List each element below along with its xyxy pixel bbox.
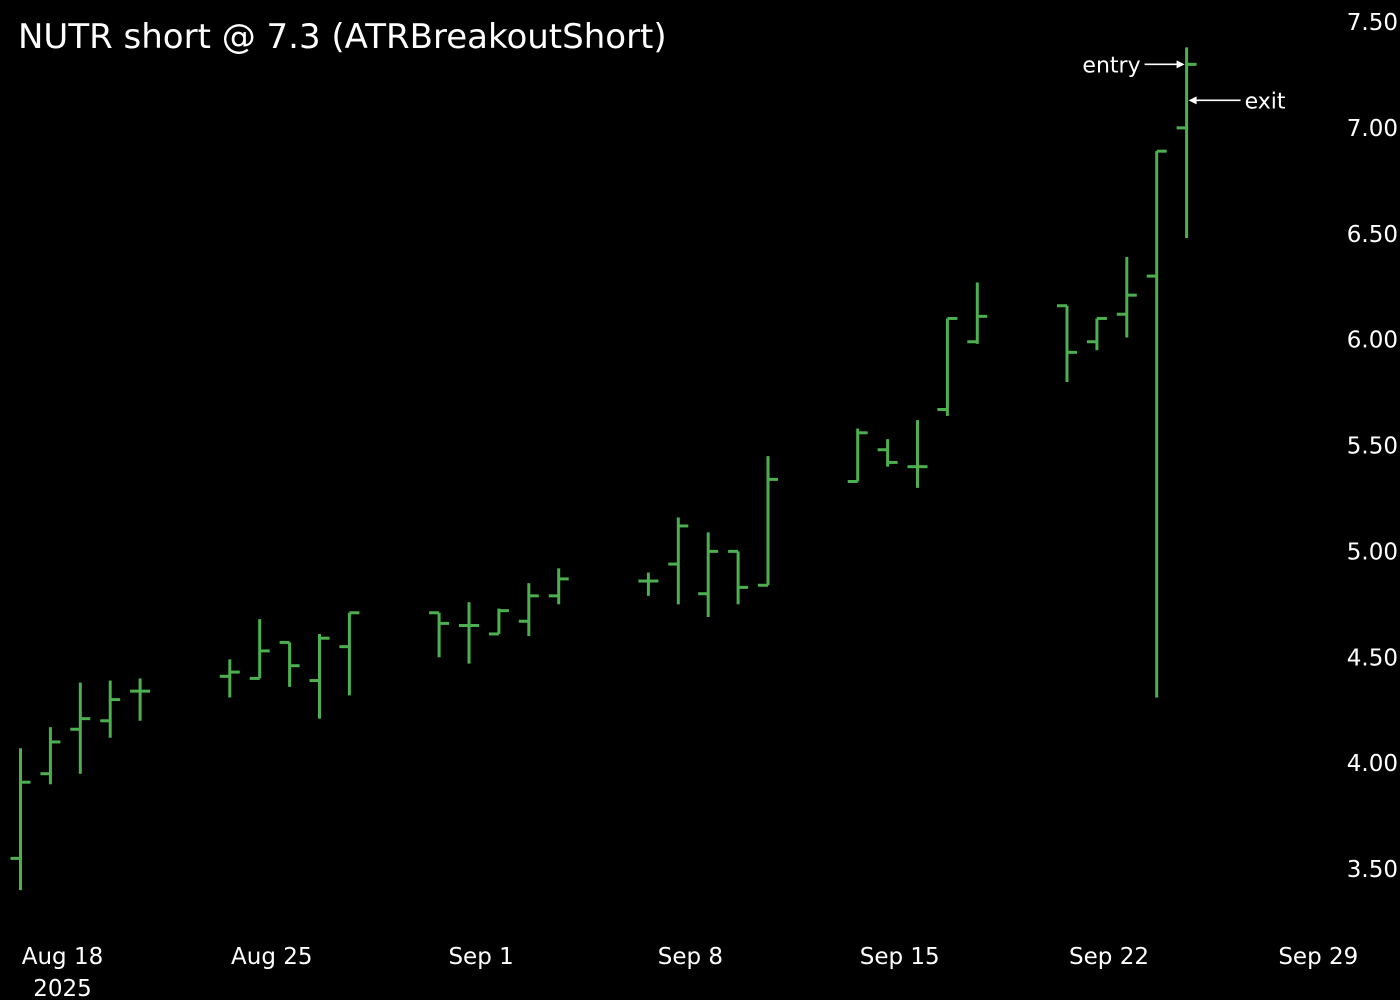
ohlc-bar — [1116, 257, 1137, 338]
ohlc-bar — [937, 316, 958, 416]
exit-annotation: exit — [1188, 89, 1286, 114]
x-axis: Aug 18 2025 Aug 25 Sep 1 Sep 8 Sep 15 Sep 22 Se… — [22, 944, 1359, 1000]
x-tick-label: Sep 1 — [448, 944, 513, 970]
ohlc-bar — [70, 682, 91, 774]
ohlc-bar — [40, 727, 61, 785]
x-tick-sublabel: 2025 — [33, 976, 92, 1000]
ohlc-bar — [1146, 149, 1167, 698]
x-tick-label: Sep 15 — [860, 944, 940, 970]
ohlc-bar — [100, 680, 121, 738]
ohlc-bar — [10, 748, 31, 891]
ohlc-bar — [1057, 304, 1077, 382]
exit-label: exit — [1245, 89, 1286, 114]
ohlc-bars — [10, 47, 1197, 891]
ohlc-bar — [758, 456, 778, 587]
x-tick-label: Sep 8 — [658, 944, 723, 970]
y-tick-label: 6.50 — [1347, 222, 1398, 248]
ohlc-bar — [847, 428, 868, 483]
x-tick-label: Sep 29 — [1278, 944, 1358, 970]
entry-label: entry — [1082, 53, 1140, 78]
ohlc-bar — [967, 282, 988, 344]
ohlc-bar — [429, 611, 450, 658]
y-tick-label: 4.00 — [1347, 751, 1398, 777]
ohlc-bar — [1086, 316, 1107, 351]
ohlc-bar — [459, 602, 479, 664]
y-tick-label: 7.00 — [1347, 116, 1398, 142]
ohlc-bar — [219, 659, 240, 698]
y-tick-label: 4.50 — [1347, 645, 1398, 671]
ohlc-bar — [309, 633, 330, 719]
ohlc-bar — [638, 572, 659, 596]
ohlc-bar — [698, 532, 719, 618]
x-tick-label: Aug 18 — [22, 944, 104, 970]
ohlc-bar — [877, 439, 898, 467]
ohlc-bar — [548, 568, 569, 605]
entry-arrow-head — [1176, 60, 1185, 69]
ohlc-bar — [728, 549, 749, 605]
exit-arrow-head — [1188, 96, 1197, 105]
y-tick-label: 3.50 — [1347, 857, 1398, 883]
ohlc-bar — [907, 420, 928, 488]
y-axis: 3.50 4.00 4.50 5.00 5.50 6.00 6.50 7.00 7.50 — [1347, 10, 1398, 883]
ohlc-bar — [518, 583, 539, 637]
chart-title: NUTR short @ 7.3 (ATRBreakoutShort) — [18, 17, 667, 57]
x-tick-label: Aug 25 — [231, 944, 313, 970]
ohlc-bar — [488, 608, 509, 636]
y-tick-label: 5.50 — [1347, 434, 1398, 460]
trade-annotations: entry exit — [1082, 53, 1285, 114]
y-tick-label: 7.50 — [1347, 10, 1398, 36]
ohlc-bar — [1176, 47, 1197, 238]
ohlc-bar — [668, 517, 689, 605]
ohlc-bar — [339, 611, 360, 696]
y-tick-label: 5.00 — [1347, 539, 1398, 565]
entry-annotation: entry — [1082, 53, 1185, 78]
ohlc-bar — [279, 640, 300, 687]
ohlc-bar — [130, 678, 151, 721]
x-tick-label: Sep 22 — [1069, 944, 1149, 970]
ohlc-bar — [249, 619, 270, 680]
y-tick-label: 6.00 — [1347, 328, 1398, 354]
